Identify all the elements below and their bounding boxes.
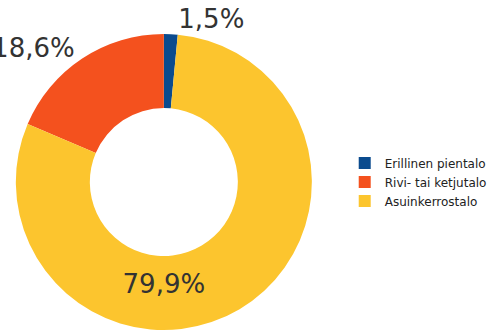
svg-text:1,5%: 1,5% (178, 4, 244, 34)
svg-text:18,6%: 18,6% (0, 33, 75, 63)
svg-text:Erillinen pientalo: Erillinen pientalo (385, 157, 486, 171)
svg-text:Rivi- tai ketjutalo: Rivi- tai ketjutalo (385, 176, 487, 190)
svg-text:79,9%: 79,9% (123, 269, 206, 299)
svg-text:Asuinkerrostalo: Asuinkerrostalo (385, 195, 478, 209)
